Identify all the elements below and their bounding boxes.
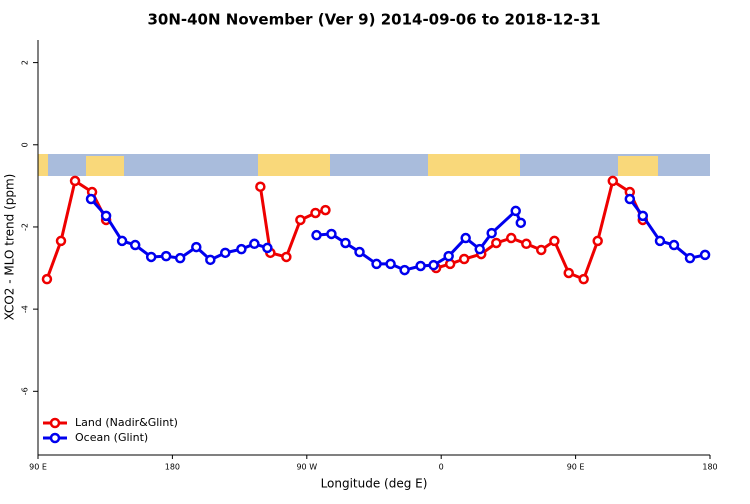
x-axis-label: Longitude (deg E) [321, 477, 428, 491]
data-point [320, 204, 331, 216]
data-point [668, 239, 680, 251]
y-tick-label: 0 [21, 142, 30, 147]
data-point [281, 251, 292, 263]
x-tick-label: 90 E [29, 463, 47, 472]
y-tick-label: 2 [21, 60, 30, 65]
x-tick-label: 180 [702, 463, 717, 472]
data-point [399, 264, 410, 276]
data-point [220, 247, 231, 259]
data-point [460, 232, 471, 244]
data-point [55, 235, 67, 247]
data-point [474, 243, 485, 255]
data-point [262, 242, 273, 254]
data-point [624, 193, 636, 205]
data-point [41, 273, 53, 285]
data-point [340, 237, 351, 249]
data-point [85, 193, 97, 205]
y-tick-label: -2 [21, 223, 30, 231]
data-point [592, 235, 603, 247]
data-point [326, 228, 337, 240]
data-point [699, 249, 711, 261]
x-tick-label: 180 [165, 463, 180, 472]
data-point [536, 244, 547, 256]
data-point [684, 252, 696, 264]
data-point [255, 181, 266, 192]
data-point [116, 235, 128, 247]
chart-title: 30N-40N November (Ver 9) 2014-09-06 to 2… [147, 11, 600, 29]
data-point [311, 229, 322, 241]
data-point [578, 273, 589, 285]
data-point [521, 238, 532, 250]
data-point [563, 267, 574, 279]
data-point [69, 175, 81, 187]
data-point [354, 246, 365, 258]
data-point [295, 214, 306, 226]
data-point [491, 237, 502, 249]
y-tick-label: -6 [21, 387, 30, 395]
series-line [45, 178, 645, 282]
data-point [515, 217, 527, 229]
data-point [428, 259, 439, 271]
data-point [458, 253, 470, 265]
data-point [371, 258, 382, 270]
data-point [510, 205, 521, 217]
x-tick-label: 90 W [296, 463, 317, 472]
data-point [191, 241, 202, 253]
y-axis-label: XCO2 - MLO trend (ppm) [3, 174, 17, 321]
data-point [205, 254, 216, 266]
legend-label: Land (Nadir&Glint) [75, 416, 178, 429]
data-point [415, 260, 426, 272]
data-point [385, 258, 396, 270]
data-point [310, 207, 321, 219]
data-point [549, 235, 560, 247]
data-point [637, 210, 649, 222]
data-point [249, 238, 260, 250]
y-tick-label: -4 [21, 305, 30, 313]
data-point [607, 175, 619, 187]
data-point [160, 250, 172, 262]
data-point [443, 250, 454, 262]
map-band [38, 154, 710, 176]
data-point [145, 251, 157, 263]
x-tick-label: 0 [439, 463, 444, 472]
legend-marker [49, 432, 61, 444]
data-point [654, 235, 666, 247]
data-point [174, 252, 186, 264]
x-tick-label: 90 E [567, 463, 585, 472]
legend-marker [49, 417, 61, 429]
data-point [486, 227, 497, 239]
data-point [129, 239, 141, 251]
legend-label: Ocean (Glint) [75, 431, 148, 444]
data-point [236, 243, 247, 255]
data-point [100, 210, 112, 222]
data-point [505, 232, 517, 244]
